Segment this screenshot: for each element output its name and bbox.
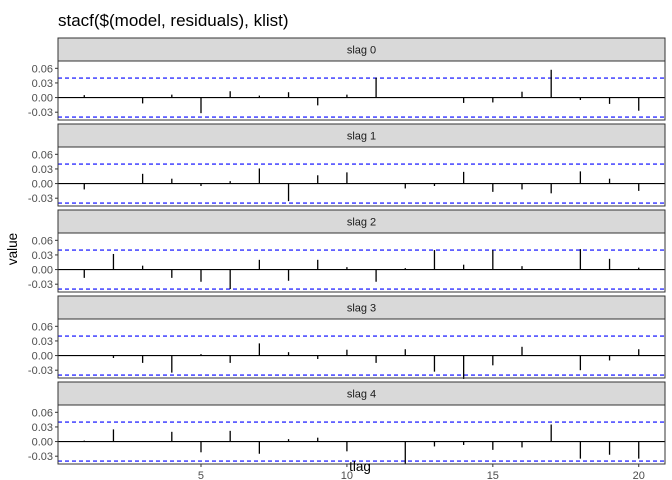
y-tick-label: 0.06 [32, 407, 53, 419]
x-tick-label: 10 [341, 470, 353, 480]
facet-strip-label: slag 0 [347, 45, 376, 57]
facet-panel: slag 2 -0.03 0.00 0.03 0.06 [28, 209, 666, 293]
panel-border [57, 404, 666, 465]
panel-background [58, 319, 665, 378]
panel-background [58, 147, 665, 206]
y-tick-label: -0.03 [28, 193, 53, 205]
y-tick-label: 0.00 [32, 179, 53, 191]
y-tick-label: 0.03 [32, 336, 53, 348]
y-tick-label: 0.00 [32, 437, 53, 449]
facet-panel: slag 4 -0.03 0.00 0.03 0.06 [28, 381, 666, 465]
chart-title: stacf($(model, residuals), klist) [58, 11, 289, 30]
y-tick-label: 0.06 [32, 149, 53, 161]
x-tick-label: 15 [487, 470, 499, 480]
panel-border [57, 232, 666, 293]
y-tick-label: 0.03 [32, 422, 53, 434]
panel-background [58, 405, 665, 464]
x-axis-title: tlag [349, 459, 371, 474]
y-tick-label: 0.06 [32, 63, 53, 75]
y-tick-label: 0.03 [32, 78, 53, 90]
panel-background [58, 233, 665, 292]
facet-panel: slag 0 -0.03 0.00 0.03 0.06 [28, 37, 666, 121]
y-tick-label: 0.00 [32, 265, 53, 277]
x-tick-label: 20 [633, 470, 645, 480]
facet-panels: slag 0 -0.03 0.00 0.03 0.06 slag 1 -0.03 0.00 0.… [28, 37, 666, 465]
facet-panel: slag 3 -0.03 0.00 0.03 0.06 [28, 295, 666, 379]
panel-background [58, 61, 665, 120]
facet-strip-label: slag 3 [347, 303, 376, 315]
panel-border [57, 146, 666, 207]
y-tick-label: 0.03 [32, 164, 53, 176]
facet-strip-label: slag 4 [347, 389, 376, 401]
y-tick-label: 0.06 [32, 235, 53, 247]
y-tick-label: 0.00 [32, 351, 53, 363]
y-tick-label: 0.00 [32, 93, 53, 105]
panel-border [57, 318, 666, 379]
y-tick-label: -0.03 [28, 451, 53, 463]
facet-strip-label: slag 1 [347, 131, 376, 143]
y-tick-label: -0.03 [28, 279, 53, 291]
y-tick-label: 0.06 [32, 321, 53, 333]
y-tick-label: -0.03 [28, 365, 53, 377]
y-tick-label: -0.03 [28, 107, 53, 119]
panel-border [57, 60, 666, 121]
facet-strip-label: slag 2 [347, 217, 376, 229]
y-tick-label: 0.03 [32, 250, 53, 262]
y-axis-title: value [5, 233, 20, 265]
x-tick-label: 5 [198, 470, 204, 480]
x-axis: 5 10 15 20 [198, 464, 645, 480]
facet-panel: slag 1 -0.03 0.00 0.03 0.06 [28, 123, 666, 207]
